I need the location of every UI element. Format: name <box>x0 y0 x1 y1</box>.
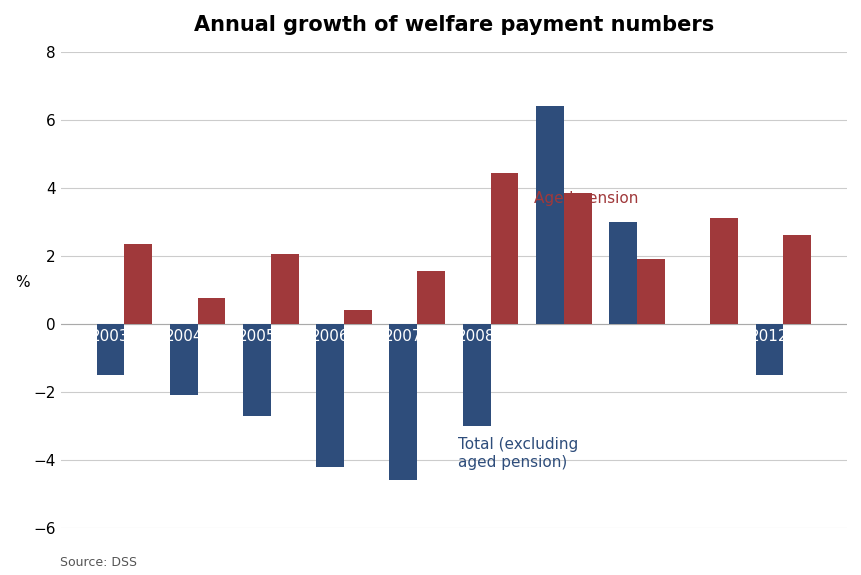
Bar <box>270 254 298 324</box>
Bar <box>417 271 444 324</box>
Text: 2011: 2011 <box>676 329 715 344</box>
Text: Source: DSS: Source: DSS <box>60 556 137 569</box>
Bar <box>243 324 270 416</box>
Bar <box>197 298 225 324</box>
Text: 2006: 2006 <box>311 329 349 344</box>
Bar <box>783 236 810 324</box>
Text: 2004: 2004 <box>164 329 202 344</box>
Text: Aged pension: Aged pension <box>534 191 638 206</box>
Y-axis label: %: % <box>15 275 29 290</box>
Bar <box>609 222 636 324</box>
Bar <box>124 244 152 324</box>
Text: 2003: 2003 <box>91 329 130 344</box>
Bar <box>96 324 124 375</box>
Bar <box>462 324 490 426</box>
Text: 2012: 2012 <box>749 329 788 344</box>
Text: 2007: 2007 <box>384 329 422 344</box>
Bar <box>490 172 517 324</box>
Text: 2008: 2008 <box>457 329 495 344</box>
Text: 2005: 2005 <box>238 329 276 344</box>
Bar <box>755 324 783 375</box>
Bar <box>344 310 371 324</box>
Text: Total (excluding
aged pension): Total (excluding aged pension) <box>457 438 577 470</box>
Bar <box>563 193 591 324</box>
Bar <box>389 324 417 480</box>
Text: 2009: 2009 <box>530 329 568 344</box>
Bar <box>170 324 197 396</box>
Title: Annual growth of welfare payment numbers: Annual growth of welfare payment numbers <box>194 15 713 35</box>
Bar <box>709 218 737 324</box>
Bar <box>536 106 563 324</box>
Bar <box>636 259 664 324</box>
Bar <box>316 324 344 467</box>
Text: 2010: 2010 <box>603 329 641 344</box>
